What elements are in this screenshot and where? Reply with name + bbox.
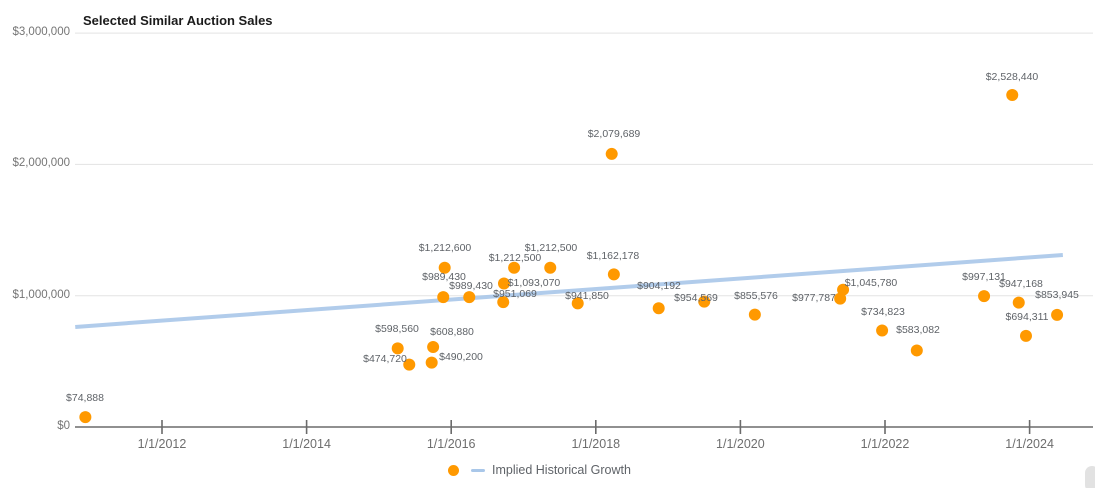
trend-line[interactable]	[75, 253, 1064, 329]
data-point[interactable]	[427, 341, 440, 354]
data-point[interactable]	[463, 291, 476, 304]
legend-trendline-label: Implied Historical Growth	[492, 463, 631, 477]
data-point[interactable]	[544, 261, 557, 274]
scrollbar-thumb[interactable]	[1085, 466, 1095, 488]
data-point[interactable]	[403, 358, 416, 371]
data-point[interactable]	[748, 308, 761, 321]
data-point[interactable]	[497, 296, 510, 309]
data-point[interactable]	[978, 290, 991, 303]
data-point[interactable]	[1012, 296, 1025, 309]
data-point[interactable]	[571, 297, 584, 310]
data-point[interactable]	[1019, 329, 1032, 342]
legend-point-swatch-icon	[448, 464, 459, 476]
data-point[interactable]	[391, 342, 404, 355]
data-point[interactable]	[508, 261, 521, 274]
data-point[interactable]	[876, 324, 889, 337]
data-point[interactable]	[607, 268, 620, 281]
data-point[interactable]	[910, 344, 923, 357]
data-point[interactable]	[1006, 89, 1019, 102]
data-point[interactable]	[837, 283, 850, 296]
data-point[interactable]	[79, 411, 92, 424]
data-point[interactable]	[438, 261, 451, 274]
chart-title: Selected Similar Auction Sales	[83, 13, 273, 28]
data-point[interactable]	[698, 295, 711, 308]
data-point[interactable]	[652, 302, 665, 315]
chart-legend: Implied Historical Growth	[448, 460, 631, 480]
legend-trendline-swatch-icon	[471, 468, 485, 472]
data-point[interactable]	[437, 291, 450, 304]
data-point[interactable]	[605, 147, 618, 160]
data-point[interactable]	[1051, 308, 1064, 321]
data-point[interactable]	[425, 356, 438, 369]
data-point[interactable]	[497, 277, 510, 290]
